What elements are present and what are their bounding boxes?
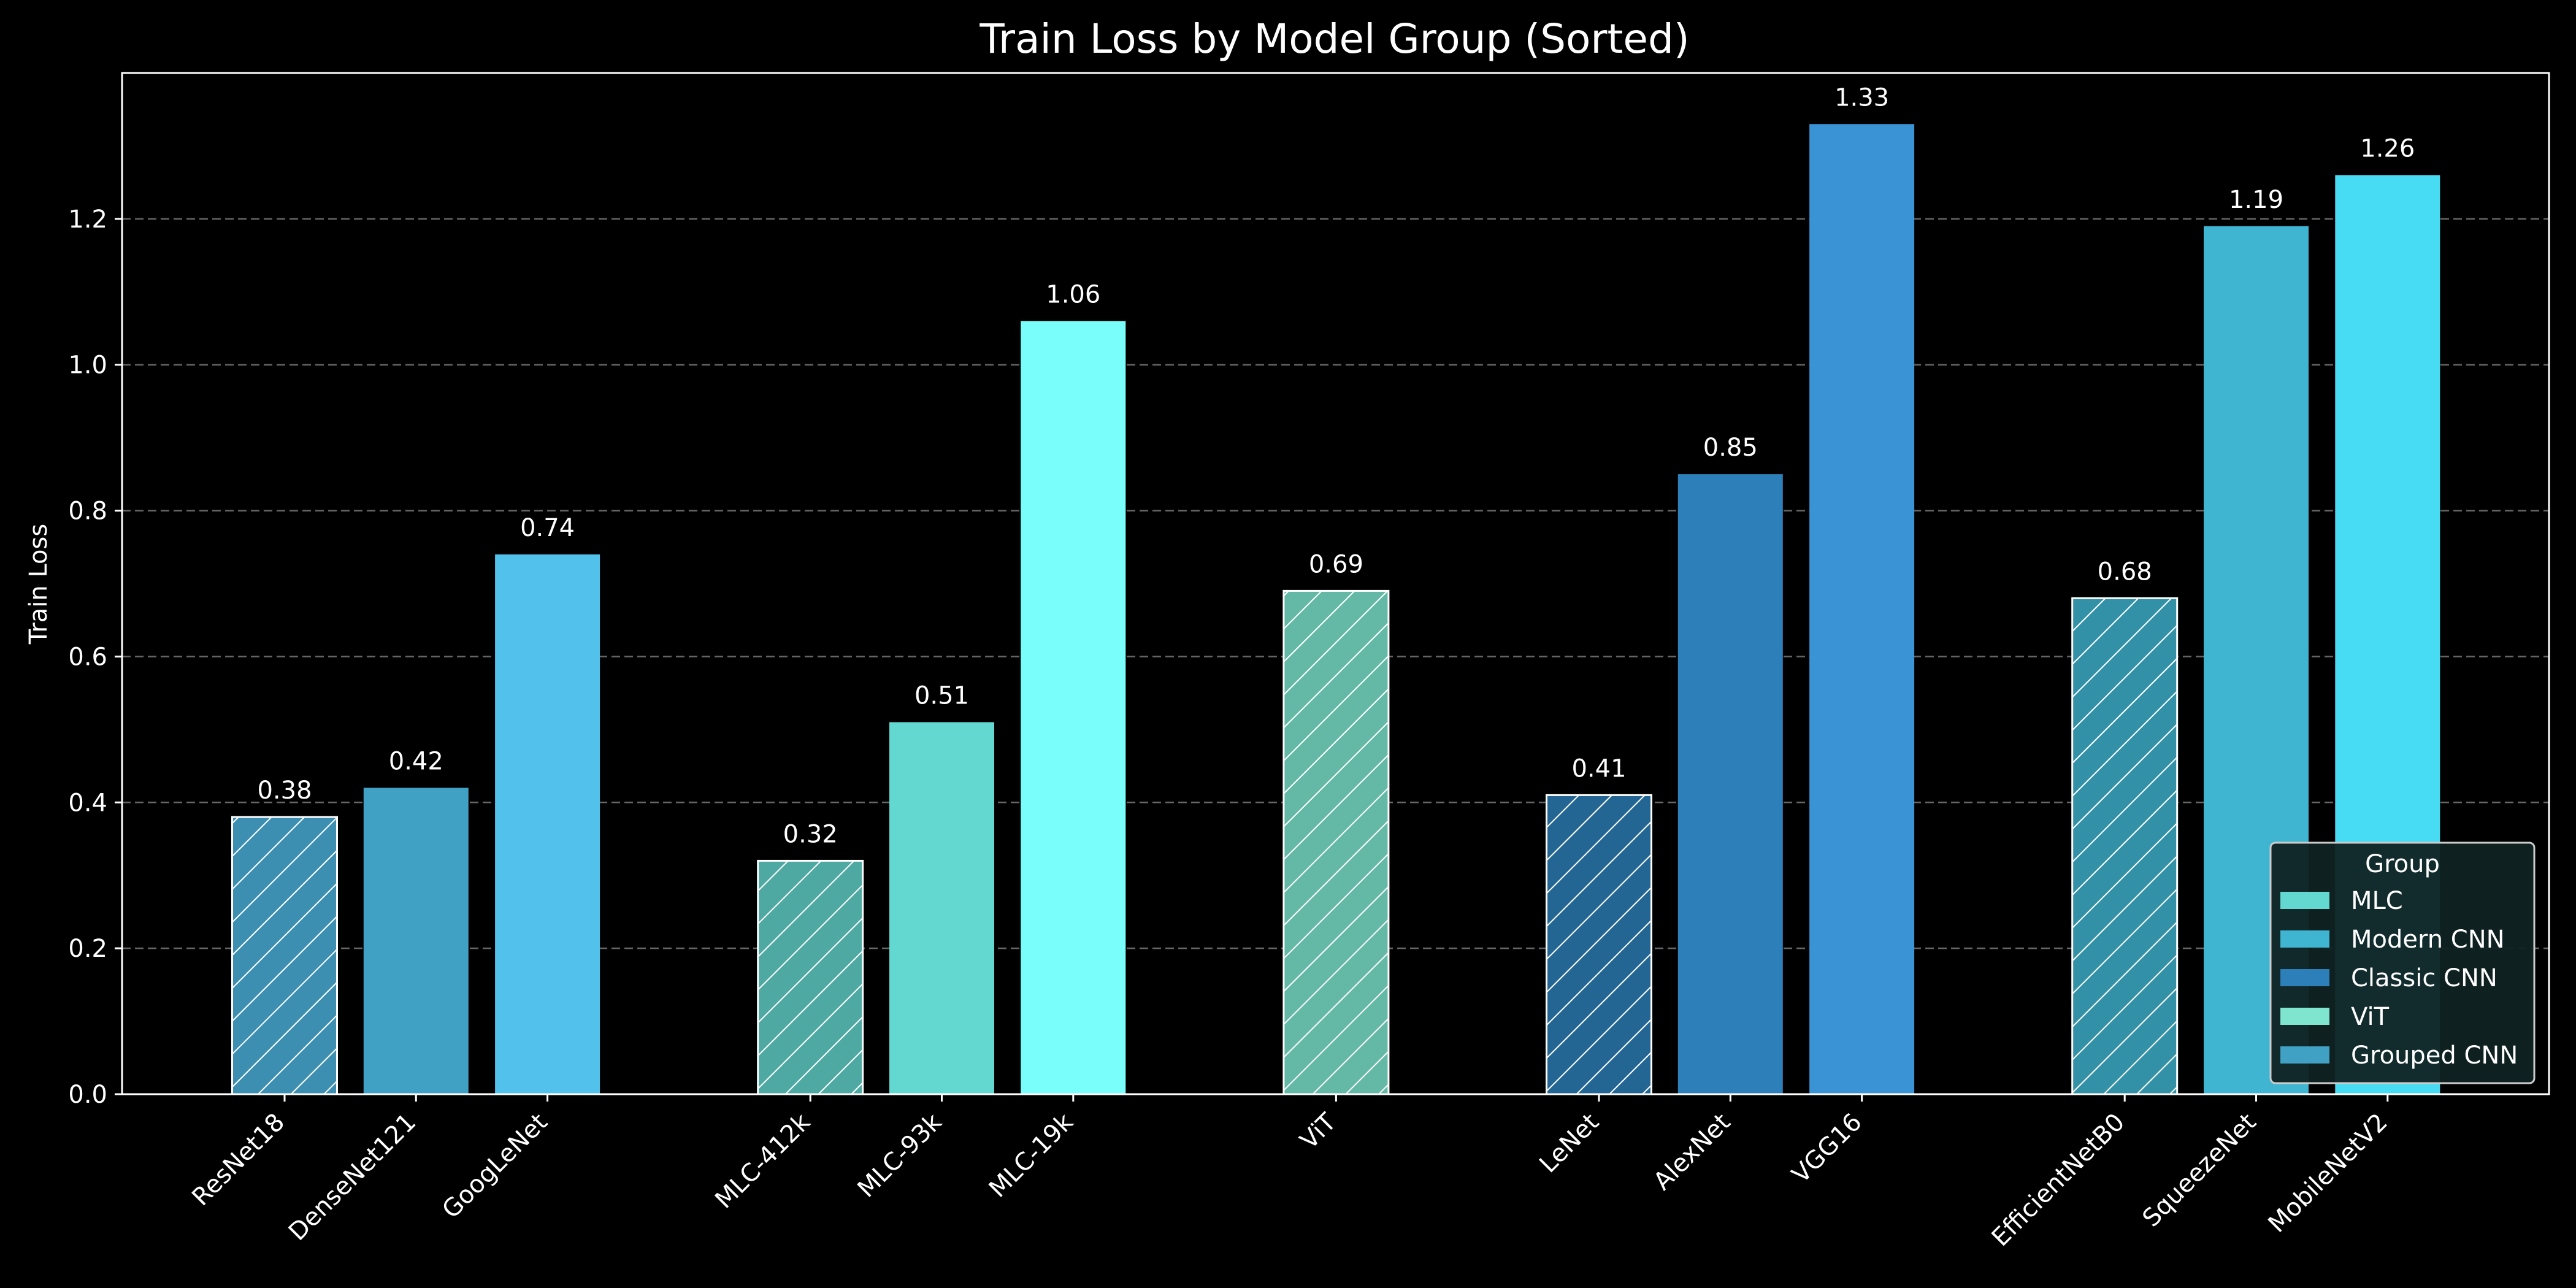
bar-hatch (2072, 598, 2177, 1094)
legend-swatch (2280, 1008, 2329, 1025)
x-tick-label: DenseNet121 (283, 1108, 421, 1246)
bar (363, 788, 469, 1094)
bar (1809, 124, 1915, 1094)
bar-value-label: 0.69 (1309, 550, 1363, 578)
x-tick-label: GoogLeNet (437, 1108, 553, 1224)
bar-value-label: 0.42 (389, 748, 443, 776)
bar-value-label: 1.33 (1834, 83, 1889, 112)
bar (495, 554, 600, 1094)
legend-swatch (2280, 930, 2329, 948)
x-tick-label: VGG16 (1787, 1108, 1868, 1189)
bar-value-label: 0.85 (1703, 434, 1758, 462)
y-tick-label: 0.2 (68, 935, 107, 963)
legend-entry-label: Grouped CNN (2351, 1041, 2518, 1070)
legend-title: Group (2365, 850, 2440, 878)
x-tick-label: MLC-19k (984, 1108, 1079, 1203)
bar-hatch (232, 817, 337, 1094)
x-tick-label: MobileNetV2 (2263, 1108, 2393, 1238)
bar-hatch (757, 861, 863, 1094)
x-tick-label: AlexNet (1648, 1108, 1736, 1196)
bar-value-label: 0.32 (783, 820, 838, 848)
legend-swatch (2280, 1046, 2329, 1064)
legend: Group MLC Modern CNN Classic CNN ViT Grouped… (2269, 841, 2536, 1084)
legend-swatch (2280, 892, 2329, 909)
legend-entry-label: ViT (2351, 1003, 2390, 1031)
y-tick-label: 0.4 (68, 789, 107, 817)
bar (1021, 321, 1126, 1094)
x-tick-label: ResNet18 (186, 1108, 290, 1212)
legend-box (2269, 841, 2536, 1084)
x-tick-label: MLC-93k (853, 1108, 948, 1203)
bar-value-label: 0.41 (1571, 754, 1626, 783)
x-tick-label: MLC-412k (710, 1108, 816, 1214)
bar-value-label: 0.74 (520, 514, 575, 542)
bar (889, 722, 994, 1094)
bar-value-label: 0.51 (914, 681, 969, 710)
bar-value-label: 1.06 (1046, 280, 1100, 309)
legend-swatch (2280, 969, 2329, 986)
chart-title: Train Loss by Model Group (Sorted) (979, 15, 1689, 63)
y-tick-label: 1.2 (68, 205, 107, 234)
y-tick-label: 0.8 (68, 497, 107, 526)
x-tick-label: EfficientNetB0 (1987, 1108, 2131, 1252)
y-tick-label: 0.6 (68, 643, 107, 671)
bar-value-label: 0.38 (257, 776, 312, 805)
bar-value-label: 0.68 (2098, 558, 2152, 586)
y-tick-label: 1.0 (68, 351, 107, 380)
legend-entry-label: Classic CNN (2351, 964, 2497, 992)
bar-hatch (1546, 795, 1652, 1094)
y-axis-label: Train Loss (25, 524, 53, 645)
bars: 0.38 0.42 0.74 0.32 0.51 1.06 0.69 0.41 0.85 1.33… (231, 83, 2440, 1095)
x-tick-label: SqueezeNet (2137, 1108, 2262, 1233)
y-tick-label: 0.0 (68, 1081, 107, 1109)
x-tick-label: LeNet (1534, 1108, 1604, 1179)
bar-value-label: 1.26 (2360, 135, 2415, 163)
bar-value-label: 1.19 (2229, 186, 2283, 214)
legend-entry-label: MLC (2351, 887, 2403, 915)
x-tick-label: ViT (1295, 1108, 1342, 1155)
bar (1677, 474, 1783, 1094)
legend-entry-label: Modern CNN (2351, 926, 2505, 954)
bar-hatch (1283, 591, 1389, 1094)
